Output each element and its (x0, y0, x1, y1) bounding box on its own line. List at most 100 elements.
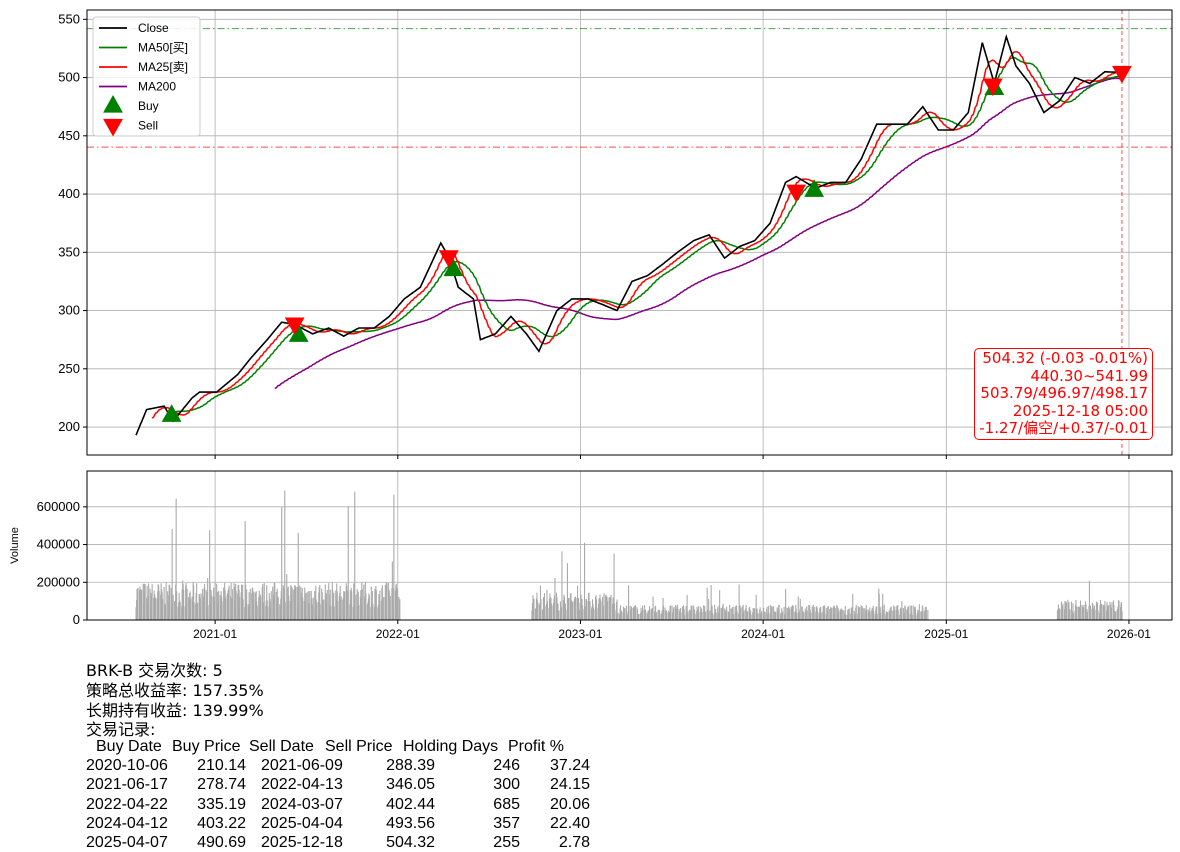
volume-bar (175, 498, 177, 620)
volume-bar (683, 609, 685, 620)
volume-bar (873, 611, 875, 620)
volume-bar (256, 605, 258, 620)
volume-bar (557, 610, 559, 620)
volume-bar (698, 606, 700, 620)
volume-bar (806, 610, 808, 620)
volume-bar (533, 598, 535, 620)
table-header: Sell Date (249, 738, 314, 755)
volume-bar (368, 595, 370, 620)
summary-strategy-return: 策略总收益率: 157.35% (86, 681, 264, 700)
x-tick-label: 2023-01 (558, 627, 602, 641)
volume-bar (683, 605, 685, 620)
volume-bar (295, 586, 297, 620)
volume-bar (1121, 602, 1123, 620)
volume-bar (708, 599, 710, 620)
volume-bar (207, 577, 209, 620)
volume-bar (297, 532, 299, 620)
volume-bar (878, 593, 880, 620)
volume-bar (715, 612, 717, 620)
volume-bar (882, 593, 884, 620)
volume-axis-label: Volume (9, 527, 21, 564)
volume-bar (1079, 600, 1081, 620)
volume-bar (680, 612, 682, 620)
volume-bar (740, 608, 742, 620)
x-tick-label: 2025-01 (924, 627, 968, 641)
volume-bar (733, 613, 735, 620)
buy-marker (161, 404, 182, 422)
volume-bar (543, 593, 545, 620)
volume-bar (163, 587, 165, 620)
volume-bar (771, 606, 773, 620)
volume-bar (616, 599, 618, 620)
volume-bar (624, 608, 626, 620)
volume-bar (743, 610, 745, 620)
buy-marker (288, 324, 309, 342)
volume-bar (396, 589, 398, 620)
y-tick-label: 250 (58, 361, 80, 376)
volume-bar (855, 604, 857, 620)
volume-tick-label: 200000 (37, 574, 80, 589)
volume-bar (711, 605, 713, 620)
volume-bar (144, 584, 146, 620)
legend-label: MA200 (138, 80, 176, 94)
table-cell: 2025-04-04 (261, 814, 343, 832)
volume-bar (745, 605, 747, 620)
table-cell: 2022-04-13 (261, 776, 343, 794)
volume-bar (915, 614, 917, 620)
volume-bar (894, 606, 896, 620)
volume-bar (799, 598, 801, 620)
volume-bar (808, 605, 810, 620)
volume-bar (354, 491, 356, 620)
volume-bar (319, 585, 321, 620)
volume-bar (162, 598, 164, 620)
volume-bar (333, 606, 335, 620)
x-tick-label: 2024-01 (741, 627, 785, 641)
volume-bar (621, 610, 623, 620)
volume-bar (652, 596, 654, 620)
volume-bar (319, 604, 321, 620)
volume-bar (789, 609, 791, 620)
ma200-line (274, 77, 1123, 390)
volume-bar (204, 584, 206, 620)
buy-marker (443, 258, 464, 277)
table-cell: 24.15 (549, 776, 590, 794)
volume-bar (566, 563, 568, 620)
y-tick-label: 200 (58, 419, 80, 434)
volume-bar (736, 611, 738, 620)
volume-bar (176, 591, 178, 620)
volume-bar (141, 589, 143, 620)
volume-bar (719, 590, 721, 620)
y-tick-label: 550 (58, 11, 80, 26)
volume-bar (586, 599, 588, 620)
volume-tick-label: 600000 (37, 499, 80, 514)
volume-bar (596, 608, 598, 620)
volume-bar (869, 611, 871, 620)
volume-bar (617, 612, 619, 620)
table-cell: 490.69 (197, 834, 246, 852)
volume-bar (209, 583, 211, 620)
volume-bar (644, 605, 646, 620)
volume-bar (193, 602, 195, 620)
volume-bar (827, 606, 829, 620)
volume-bar (927, 610, 929, 620)
volume-bar (1116, 609, 1118, 620)
volume-bar (328, 583, 330, 620)
volume-bar (673, 606, 675, 620)
volume-bar (705, 611, 707, 620)
price-annotation-box: 504.32 (-0.03 -0.01%) 440.30~541.99 503.… (974, 348, 1153, 440)
volume-bar (209, 530, 211, 620)
volume-bar (239, 597, 241, 620)
volume-bar (281, 506, 283, 620)
volume-bar (205, 589, 207, 620)
table-cell: 346.05 (386, 776, 435, 794)
table-header: Buy Price (172, 738, 241, 755)
volume-bar (249, 604, 251, 620)
volume-bar (358, 605, 360, 620)
buy-marker (804, 179, 825, 197)
volume-bar (140, 589, 142, 620)
volume-bar (890, 606, 892, 620)
annotation-line: 504.32 (-0.03 -0.01%) (982, 349, 1148, 367)
x-tick-label: 2022-01 (376, 627, 420, 641)
volume-bar (389, 596, 391, 620)
volume-bar (582, 609, 584, 620)
